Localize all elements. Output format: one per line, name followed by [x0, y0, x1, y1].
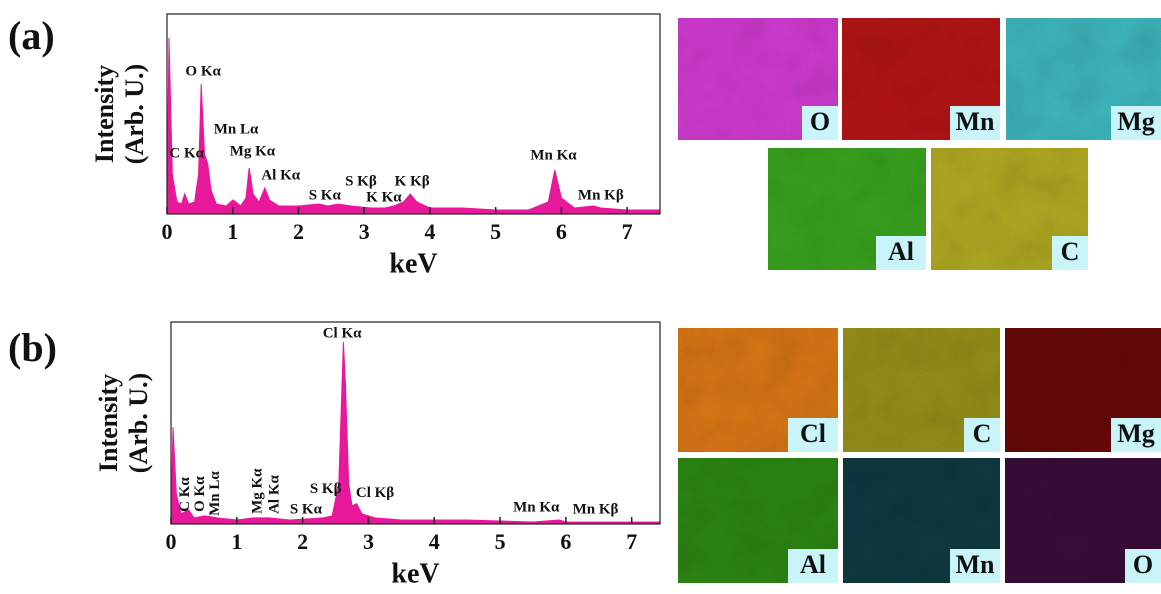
element-map: O [678, 18, 838, 140]
map-label: C [1061, 237, 1080, 266]
map-label: Mn [956, 107, 996, 136]
peak-label: Cl Kα [323, 326, 362, 342]
map-label: O [810, 107, 830, 136]
element-map: Mn [843, 458, 1000, 583]
x-tick-label: 0 [166, 529, 177, 554]
map-label: O [1133, 550, 1153, 579]
peak-label: Mn Lα [214, 121, 259, 137]
spectrum-area [171, 342, 660, 524]
x-tick-label: 2 [293, 219, 304, 244]
map-label: Mn [956, 550, 996, 579]
x-tick-label: 1 [231, 529, 242, 554]
peak-label: Mn Kβ [573, 501, 619, 517]
figure: (a)01234567keVIntensity(Arb. U.)O KαC Kα… [0, 0, 1161, 594]
peak-label: Mg Kα [230, 143, 276, 159]
x-tick-label: 7 [622, 219, 633, 244]
x-tick-label: 4 [424, 219, 435, 244]
x-tick-label: 6 [556, 219, 567, 244]
peak-label: K Kα [366, 189, 402, 205]
map-label: Mg [1117, 419, 1155, 448]
x-tick-label: 2 [297, 529, 308, 554]
peak-label: O Kα [185, 63, 221, 79]
element-map: C [843, 328, 1000, 452]
element-map: Cl [678, 328, 838, 452]
map-label: Al [888, 237, 914, 266]
map-label: Mg [1117, 107, 1155, 136]
element-map: C [931, 148, 1088, 270]
x-tick-label: 5 [495, 529, 506, 554]
peak-label: Mn Lα [207, 471, 223, 516]
plot-frame [171, 322, 660, 524]
peak-label: C Kα [177, 477, 193, 512]
peak-label: S Kα [290, 501, 323, 517]
peak-label: Mn Kα [513, 499, 560, 515]
peak-label: S Kβ [345, 173, 377, 189]
x-axis-label: keV [389, 248, 437, 279]
map-label: Cl [800, 419, 826, 448]
y-axis-label: (Arb. U.) [120, 64, 149, 164]
x-tick-label: 7 [626, 529, 637, 554]
panel-label: (a) [8, 13, 55, 58]
element-map: Mn [842, 18, 1000, 140]
x-tick-label: 0 [162, 219, 173, 244]
x-tick-label: 3 [359, 219, 370, 244]
x-tick-label: 4 [429, 529, 440, 554]
peak-label: Al Kα [261, 167, 300, 183]
y-axis-label: Intensity [90, 65, 119, 163]
y-axis-label: Intensity [94, 374, 123, 472]
x-tick-label: 3 [363, 529, 374, 554]
peak-label: Al Kα [266, 474, 282, 513]
element-map: Mg [1005, 328, 1161, 452]
y-axis-label: (Arb. U.) [124, 373, 153, 473]
peak-label: Mn Kα [530, 147, 577, 163]
element-map: Al [768, 148, 926, 270]
element-map: O [1005, 458, 1161, 583]
peak-label: Mg Kα [249, 468, 265, 514]
map-label: Al [800, 550, 826, 579]
x-tick-label: 6 [560, 529, 571, 554]
element-map: Al [678, 458, 838, 583]
element-map: Mg [1006, 18, 1161, 140]
peak-label: S Kα [309, 187, 342, 203]
peak-label: K Kβ [395, 173, 430, 189]
peak-label: Cl Kβ [356, 485, 394, 501]
x-tick-label: 5 [490, 219, 501, 244]
x-axis-label: keV [391, 558, 439, 589]
panel-label: (b) [8, 325, 57, 370]
peak-label: O Kα [192, 476, 208, 512]
peak-label: Mn Kβ [578, 187, 624, 203]
map-label: C [973, 419, 992, 448]
peak-label: C Kα [169, 145, 204, 161]
peak-label: S Kβ [310, 481, 342, 497]
x-tick-label: 1 [227, 219, 238, 244]
